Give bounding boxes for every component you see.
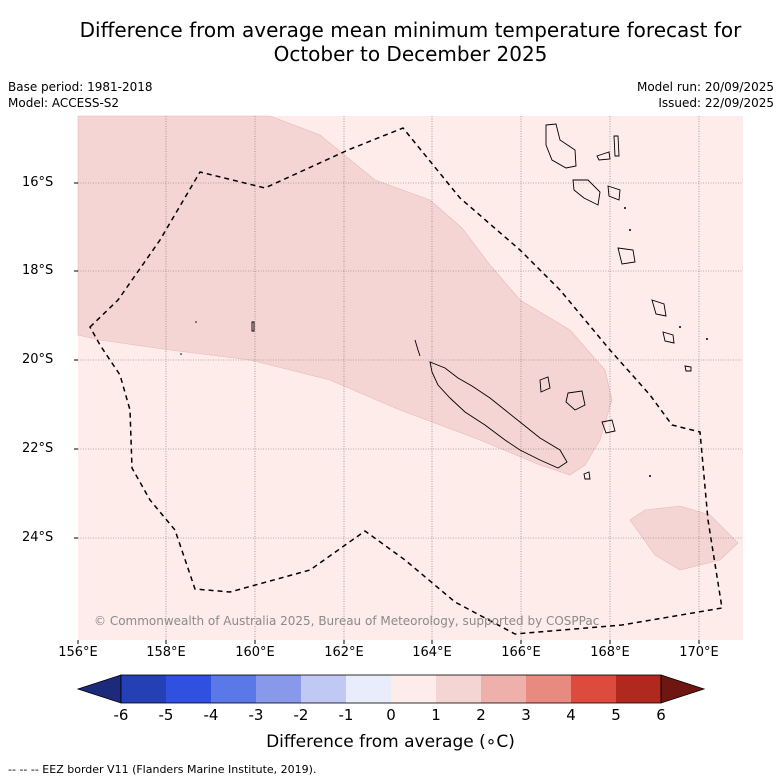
model-name: Model: ACCESS-S2 bbox=[8, 96, 120, 110]
pentecost-island bbox=[613, 135, 620, 157]
colorbar-swatch bbox=[301, 675, 346, 703]
colorbar-swatch bbox=[121, 675, 166, 703]
malekula-island bbox=[572, 179, 601, 206]
colorbar-tick-label: -5 bbox=[158, 706, 174, 724]
colorbar-swatch bbox=[166, 675, 211, 703]
lat-label: 18°S bbox=[22, 263, 54, 278]
lon-label: 164°E bbox=[412, 645, 452, 660]
mare-island bbox=[601, 419, 616, 434]
belep-islands bbox=[414, 339, 421, 357]
colorbar-tick-label: 5 bbox=[611, 706, 621, 724]
new-caledonia-grande-terre bbox=[429, 361, 568, 469]
ambrym-island bbox=[607, 185, 621, 201]
lat-label: 16°S bbox=[22, 175, 54, 190]
colorbar-tick-label: 1 bbox=[431, 706, 441, 724]
lat-label: 22°S bbox=[22, 441, 54, 456]
map-title: Difference from average mean minimum tem… bbox=[0, 18, 781, 66]
colorbar-swatch bbox=[211, 675, 256, 703]
issued-date: Issued: 22/09/2025 bbox=[658, 96, 774, 110]
colorbar-swatch bbox=[346, 675, 391, 703]
colorbar-swatch bbox=[571, 675, 616, 703]
ouvea-island bbox=[539, 376, 551, 393]
eez-legend-footer: -- -- -- EEZ border V11 (Flanders Marine… bbox=[8, 763, 317, 776]
colorbar-tick-label: -4 bbox=[203, 706, 219, 724]
espiritu-santo-island bbox=[545, 123, 577, 169]
base-period: Base period: 1981-2018 bbox=[8, 80, 153, 94]
lifou-island bbox=[565, 390, 586, 411]
colorbar-tick-label: -2 bbox=[293, 706, 309, 724]
islet-dot bbox=[706, 338, 708, 340]
islet-dot bbox=[180, 353, 182, 355]
islet-dot bbox=[195, 321, 197, 323]
efate-island bbox=[617, 247, 636, 265]
colorbar-tick-label: -3 bbox=[248, 706, 264, 724]
lat-label: 24°S bbox=[22, 530, 54, 545]
colorbar-tick-label: -6 bbox=[113, 706, 129, 724]
lon-label: 166°E bbox=[501, 645, 541, 660]
colorbar-swatch bbox=[391, 675, 436, 703]
chesterfield-islands bbox=[251, 321, 255, 332]
lon-label: 168°E bbox=[590, 645, 630, 660]
meta-left: Base period: 1981-2018 Model: ACCESS-S2 bbox=[8, 79, 153, 111]
colorbar-swatch bbox=[256, 675, 301, 703]
anomaly-region-main bbox=[77, 115, 613, 476]
colorbar-tick-label: 2 bbox=[476, 706, 486, 724]
lon-label: 156°E bbox=[58, 645, 98, 660]
axis-ticks bbox=[74, 182, 700, 644]
colorbar-swatch bbox=[481, 675, 526, 703]
isle-of-pines bbox=[583, 471, 591, 480]
erromango-island bbox=[651, 299, 667, 317]
eez-border bbox=[89, 127, 723, 635]
lon-label: 158°E bbox=[146, 645, 186, 660]
islet-dot bbox=[629, 229, 631, 231]
meta-right: Model run: 20/09/2025 Issued: 22/09/2025 bbox=[637, 79, 774, 111]
islet-dot bbox=[679, 326, 681, 328]
colorbar-swatch bbox=[660, 674, 706, 704]
maewo-island bbox=[596, 151, 611, 161]
islet-dot bbox=[649, 475, 651, 477]
gridlines bbox=[78, 116, 743, 640]
lon-label: 160°E bbox=[235, 645, 275, 660]
colorbar bbox=[76, 674, 706, 704]
lon-label: 170°E bbox=[679, 645, 719, 660]
title-line-1: Difference from average mean minimum tem… bbox=[79, 18, 742, 42]
colorbar-swatch bbox=[76, 674, 122, 704]
colorbar-swatch bbox=[436, 675, 481, 703]
colorbar-swatch bbox=[526, 675, 571, 703]
lat-label: 20°S bbox=[22, 352, 54, 367]
copyright-notice: © Commonwealth of Australia 2025, Bureau… bbox=[94, 614, 600, 628]
colorbar-tick-label: 4 bbox=[566, 706, 576, 724]
model-run: Model run: 20/09/2025 bbox=[636, 80, 774, 94]
title-line-2: October to December 2025 bbox=[273, 42, 548, 66]
tanna-island bbox=[662, 331, 675, 344]
colorbar-tick-label: 3 bbox=[521, 706, 531, 724]
colorbar-tick-label: 6 bbox=[656, 706, 666, 724]
colorbar-tick-label: 0 bbox=[386, 706, 396, 724]
lon-label: 162°E bbox=[324, 645, 364, 660]
colorbar-swatch bbox=[616, 675, 661, 703]
colorbar-frame bbox=[120, 674, 662, 704]
colorbar-title: Difference from average (∘C) bbox=[266, 732, 515, 752]
islet-dot bbox=[624, 207, 626, 209]
aneityum-island bbox=[684, 365, 692, 372]
colorbar-tick-label: -1 bbox=[338, 706, 354, 724]
